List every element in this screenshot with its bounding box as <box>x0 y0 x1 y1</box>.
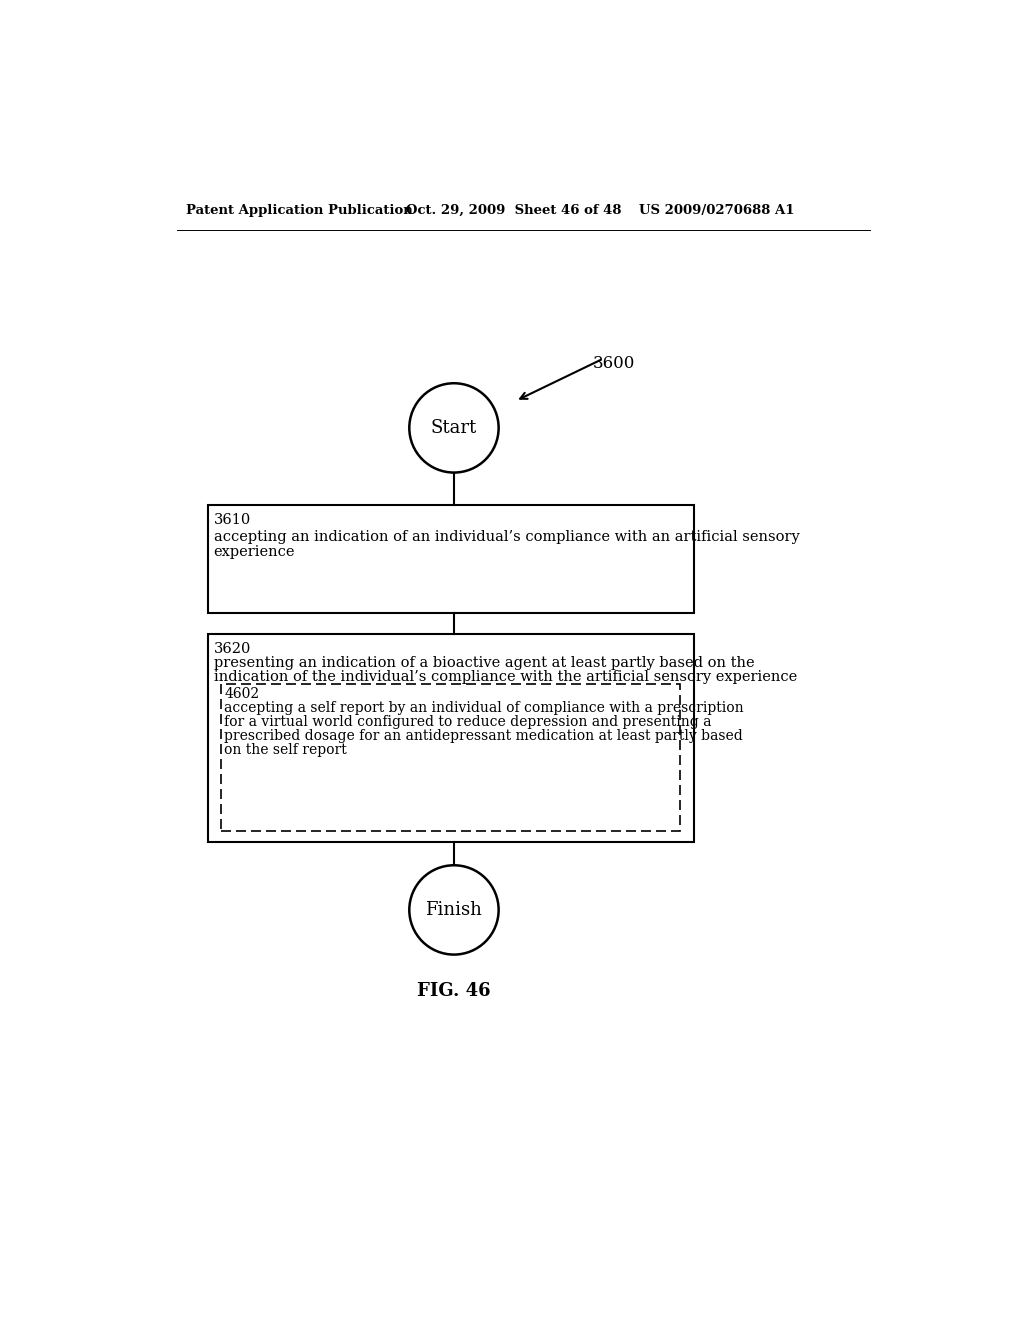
Bar <box>208 506 694 612</box>
Text: Start: Start <box>431 418 477 437</box>
Text: 3610: 3610 <box>214 512 251 527</box>
Text: indication of the individual’s compliance with the artificial sensory experience: indication of the individual’s complianc… <box>214 669 797 684</box>
Text: experience: experience <box>214 545 295 558</box>
Text: presenting an indication of a bioactive agent at least partly based on the: presenting an indication of a bioactive … <box>214 656 755 669</box>
Text: 3620: 3620 <box>214 642 251 656</box>
Bar <box>208 635 694 842</box>
Text: 3600: 3600 <box>593 355 635 372</box>
Text: accepting a self report by an individual of compliance with a prescription: accepting a self report by an individual… <box>224 701 744 715</box>
Text: prescribed dosage for an antidepressant medication at least partly based: prescribed dosage for an antidepressant … <box>224 729 743 743</box>
Text: for a virtual world configured to reduce depression and presenting a: for a virtual world configured to reduce… <box>224 715 712 729</box>
Text: on the self report: on the self report <box>224 743 347 756</box>
Text: US 2009/0270688 A1: US 2009/0270688 A1 <box>639 205 795 218</box>
Text: Oct. 29, 2009  Sheet 46 of 48: Oct. 29, 2009 Sheet 46 of 48 <box>407 205 622 218</box>
Text: FIG. 46: FIG. 46 <box>417 982 490 999</box>
Text: 4602: 4602 <box>224 688 260 701</box>
Bar <box>221 684 680 830</box>
Text: Finish: Finish <box>426 902 482 919</box>
Text: accepting an indication of an individual’s compliance with an artificial sensory: accepting an indication of an individual… <box>214 529 800 544</box>
Text: Patent Application Publication: Patent Application Publication <box>186 205 413 218</box>
